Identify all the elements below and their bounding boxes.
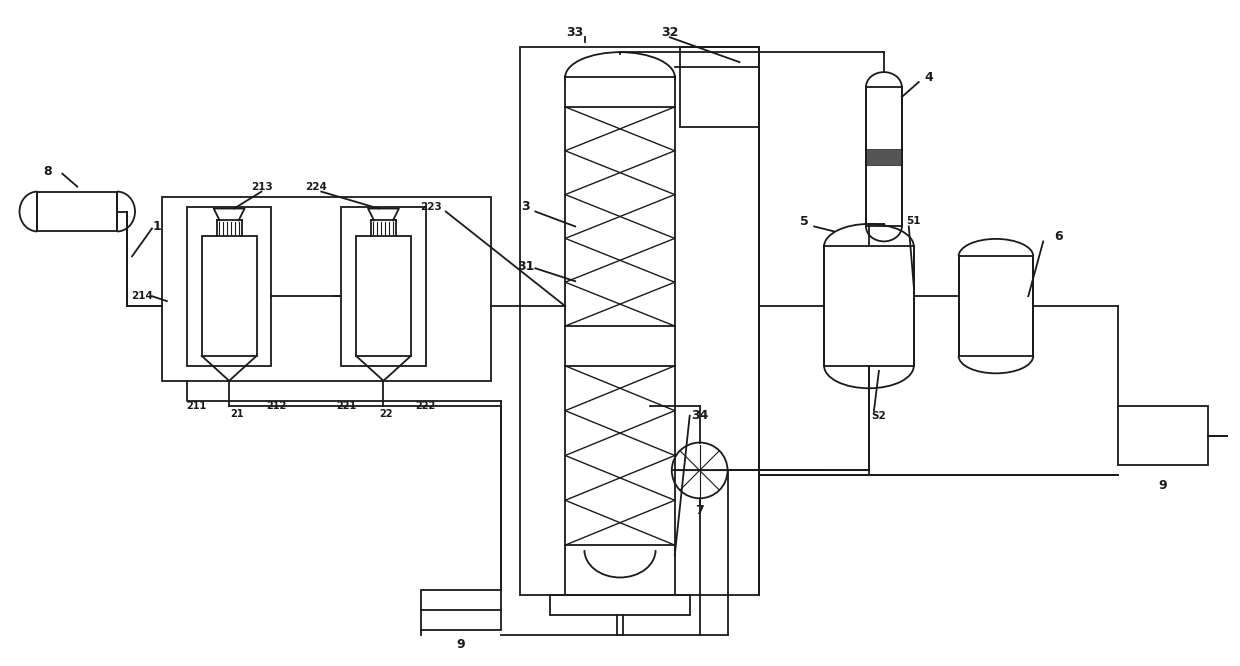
Text: 7: 7 bbox=[696, 503, 704, 517]
Bar bbox=[521, 47, 759, 595]
Bar bbox=[187, 206, 272, 366]
Text: 32: 32 bbox=[661, 26, 678, 39]
Bar bbox=[202, 236, 257, 356]
Text: 214: 214 bbox=[131, 291, 153, 301]
Text: 4: 4 bbox=[924, 71, 932, 83]
Bar bbox=[420, 590, 501, 630]
Text: 1: 1 bbox=[153, 220, 161, 233]
Bar bbox=[825, 246, 914, 366]
Text: 222: 222 bbox=[415, 401, 436, 411]
Bar bbox=[1118, 406, 1208, 466]
Text: 34: 34 bbox=[691, 409, 708, 422]
Bar bbox=[162, 196, 491, 381]
Bar bbox=[356, 236, 410, 356]
Bar bbox=[866, 149, 901, 165]
Bar bbox=[341, 206, 425, 366]
Text: 221: 221 bbox=[336, 401, 356, 411]
Bar bbox=[680, 47, 759, 127]
Bar bbox=[565, 77, 675, 595]
Text: 223: 223 bbox=[420, 202, 441, 212]
Bar bbox=[866, 87, 901, 226]
Text: 6: 6 bbox=[1054, 230, 1063, 243]
Text: 212: 212 bbox=[267, 401, 286, 411]
Text: 213: 213 bbox=[250, 182, 273, 192]
Bar bbox=[959, 256, 1033, 356]
Text: 21: 21 bbox=[229, 409, 243, 419]
Text: 8: 8 bbox=[43, 165, 52, 178]
Text: 3: 3 bbox=[521, 200, 529, 213]
Text: 31: 31 bbox=[517, 260, 534, 273]
Text: 211: 211 bbox=[187, 401, 207, 411]
Text: 9: 9 bbox=[1158, 479, 1167, 492]
Text: 9: 9 bbox=[456, 638, 465, 651]
Bar bbox=[551, 595, 689, 615]
Text: 22: 22 bbox=[379, 409, 393, 419]
Text: 224: 224 bbox=[305, 182, 327, 192]
Text: 5: 5 bbox=[800, 215, 808, 228]
Text: S2: S2 bbox=[872, 411, 887, 421]
Text: 33: 33 bbox=[567, 26, 584, 39]
Text: 51: 51 bbox=[906, 216, 921, 226]
Bar bbox=[37, 192, 117, 231]
